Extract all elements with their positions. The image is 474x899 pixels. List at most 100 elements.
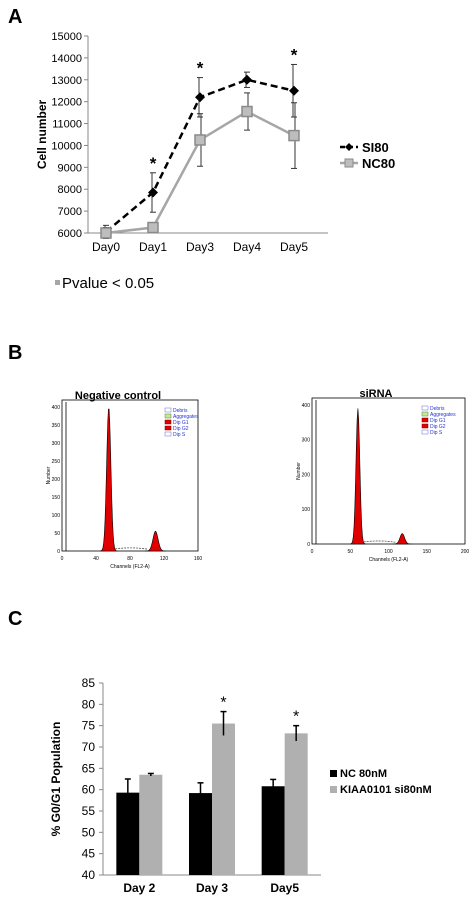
y-tick-label: 0 <box>307 542 310 548</box>
y-tick-label: 80 <box>82 697 96 711</box>
legend-marker <box>345 143 353 151</box>
y-tick-label: 45 <box>82 847 96 861</box>
bar <box>189 793 212 875</box>
data-point <box>241 105 253 118</box>
data-point <box>242 74 252 85</box>
data-point <box>195 92 205 103</box>
y-tick-label: 65 <box>82 761 96 775</box>
annotation-marker <box>55 280 60 285</box>
pvalue-annotation: Pvalue < 0.05 <box>62 275 154 292</box>
legend-swatch <box>164 407 172 413</box>
y-tick-label: 0 <box>57 549 60 555</box>
peak-g1 <box>99 408 118 552</box>
y-axis-label: % G0/G1 Population <box>49 722 63 837</box>
s-phase-curve <box>363 540 396 543</box>
y-tick-label: 350 <box>52 423 61 429</box>
data-point <box>148 187 158 198</box>
legend-label: Dip G1 <box>173 420 189 426</box>
data-point <box>194 134 206 146</box>
bar <box>261 786 285 875</box>
x-tick-label: Day5 <box>270 881 299 895</box>
y-tick-label: 8000 <box>58 184 82 196</box>
legend-swatch <box>164 425 172 431</box>
legend-label: NC 80nM <box>340 768 387 780</box>
significance-marker: * <box>291 45 298 64</box>
y-tick-label: 11000 <box>52 119 82 131</box>
x-tick-label: Day5 <box>280 240 308 254</box>
legend-swatch <box>421 411 429 417</box>
x-tick-label: Day4 <box>233 240 261 254</box>
x-tick-label: Day 3 <box>196 881 228 895</box>
legend-label: KIAA0101 si80nM <box>340 784 432 796</box>
legend-swatch <box>421 429 429 435</box>
y-tick-label: 150 <box>52 495 61 501</box>
y-tick-label: 250 <box>52 459 61 465</box>
y-tick-label: 15000 <box>51 31 82 43</box>
x-tick-label: 0 <box>61 556 64 562</box>
legend-swatch <box>421 423 429 429</box>
legend-label: Dip G2 <box>430 424 446 430</box>
panel-label-b: B <box>8 342 23 364</box>
legend-swatch <box>421 417 429 423</box>
x-axis-label: Channels (FL2-A) <box>369 557 409 563</box>
y-tick-label: 55 <box>82 804 96 818</box>
bar <box>284 733 308 875</box>
legend-label: Dip G2 <box>173 426 189 432</box>
peak-g1 <box>349 408 366 545</box>
data-point <box>147 221 159 234</box>
legend-label: Dip G1 <box>430 418 446 424</box>
y-tick-label: 300 <box>302 438 311 444</box>
legend-label: NC80 <box>362 156 395 171</box>
legend-label: Dip S <box>173 432 186 438</box>
panel-label-a: A <box>8 6 23 28</box>
x-tick-label: 120 <box>160 556 169 562</box>
y-tick-label: 300 <box>52 441 61 447</box>
legend-swatch <box>330 786 337 793</box>
y-tick-label: 50 <box>82 825 96 839</box>
x-tick-label: 200 <box>461 549 470 555</box>
legend-swatch <box>421 405 429 411</box>
x-tick-label: Day0 <box>92 240 120 254</box>
y-tick-label: 10000 <box>51 140 82 152</box>
legend-swatch <box>164 413 172 419</box>
legend-label: Dip S <box>430 430 443 436</box>
y-tick-label: 7000 <box>58 206 82 218</box>
x-tick-label: 100 <box>384 549 393 555</box>
significance-marker: * <box>293 709 299 726</box>
y-tick-label: 200 <box>302 472 311 478</box>
legend-marker <box>344 158 354 168</box>
x-axis-label: Channels (FL2-A) <box>110 564 150 570</box>
peak-g2 <box>392 533 412 545</box>
significance-marker: * <box>220 695 226 712</box>
y-tick-label: 9000 <box>58 162 82 174</box>
y-tick-label: 6000 <box>58 228 82 240</box>
bar <box>139 774 163 875</box>
y-axis-label: Cell number <box>35 100 49 170</box>
histogram-title: Negative control <box>75 390 161 402</box>
x-tick-label: 0 <box>311 549 314 555</box>
bar <box>212 723 235 875</box>
x-tick-label: 40 <box>93 556 99 562</box>
y-tick-label: 200 <box>52 477 61 483</box>
flow-cytometry-histograms: Negative control 0 40 80 120 160 0 50 100 150 200 2… <box>46 388 470 570</box>
y-tick-label: 40 <box>82 868 96 882</box>
growth-line-chart: 6000 7000 8000 9000 10000 11000 12000 13000 1400… <box>35 31 395 292</box>
legend-label: Aggregates <box>430 412 456 418</box>
significance-marker: * <box>150 154 157 173</box>
y-tick-label: 14000 <box>51 53 82 65</box>
y-tick-label: 85 <box>82 676 96 690</box>
data-point <box>289 85 299 96</box>
series-line-si80 <box>105 78 295 233</box>
y-tick-label: 400 <box>52 405 61 411</box>
y-tick-label: 75 <box>82 719 96 733</box>
y-tick-label: 70 <box>82 740 96 754</box>
x-tick-label: Day3 <box>186 240 214 254</box>
histogram-title: siRNA <box>359 388 392 400</box>
data-point <box>288 129 300 142</box>
legend-label: Debris <box>430 406 445 412</box>
peak-g2 <box>145 530 166 552</box>
legend-swatch <box>164 431 172 437</box>
y-axis-label: Number <box>296 462 302 480</box>
y-tick-label: 100 <box>52 513 61 519</box>
g0g1-bar-chart: 40 45 50 55 60 65 70 75 80 85 % G0/G1 Population Da… <box>49 676 432 895</box>
